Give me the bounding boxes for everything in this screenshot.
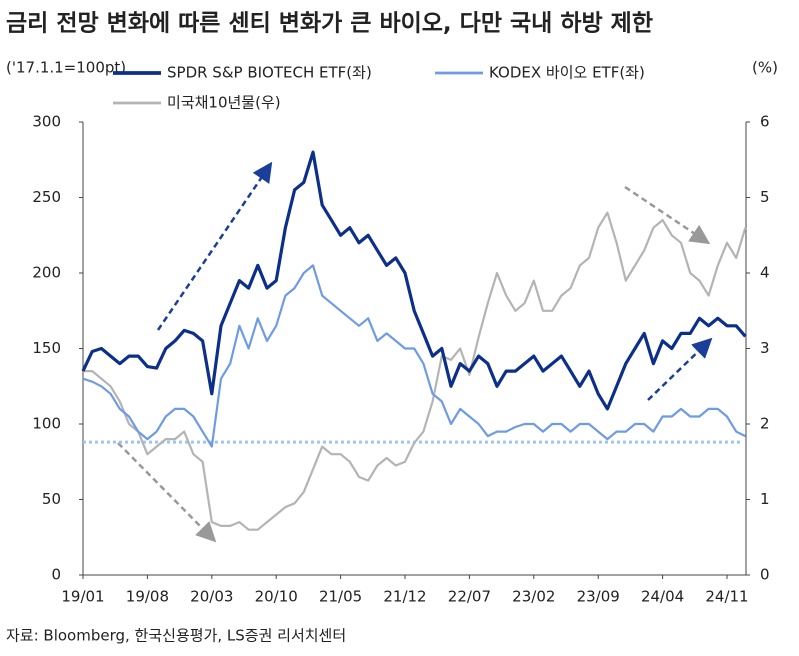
x-tick-label: 20/10: [255, 588, 298, 606]
y-tick-label: 50: [42, 490, 61, 508]
arrow: [624, 185, 711, 245]
x-tick-label: 23/02: [512, 588, 555, 606]
x-tick-label: 19/01: [61, 588, 104, 606]
x-tick-label: 21/12: [383, 588, 426, 606]
y2-tick-label: 6: [760, 113, 770, 131]
x-tick-label: 23/09: [577, 588, 620, 606]
y2-tick-label: 2: [760, 415, 770, 433]
legend-label: SPDR S&P BIOTECH ETF(좌): [167, 64, 372, 82]
y2-tick-label: 3: [760, 339, 770, 357]
x-tick-label: 21/05: [319, 588, 362, 606]
y-tick-label: 250: [32, 188, 61, 206]
source: 자료: Bloomberg, 한국신용평가, LS증권 리서치센터: [6, 627, 346, 645]
arrow: [156, 161, 273, 331]
y-tick-label: 150: [32, 339, 61, 357]
x-tick-label: 24/11: [705, 588, 748, 606]
x-tick-label: 24/04: [641, 588, 684, 606]
arrow: [647, 337, 713, 401]
x-tick-label: 22/07: [448, 588, 491, 606]
legend-label: KODEX 바이오 ETF(좌): [489, 64, 645, 82]
x-tick-label: 20/03: [190, 588, 233, 606]
arrow: [117, 442, 217, 543]
x-tick-label: 19/08: [126, 588, 169, 606]
y2-axis-label: (%): [752, 59, 778, 77]
series-line: [83, 211, 747, 531]
annotation-arrows: [117, 161, 713, 543]
y2-tick-label: 4: [760, 264, 770, 282]
y-tick-label: 100: [32, 415, 61, 433]
y-tick-label: 300: [32, 113, 61, 131]
series-line: [81, 150, 747, 411]
y-tick-label: 0: [51, 566, 61, 584]
legend-label: 미국채10년물(우): [167, 94, 281, 112]
y2-tick-label: 0: [760, 566, 770, 584]
y2-tick-label: 1: [760, 490, 770, 508]
y-axis-label: ('17.1.1=100pt): [6, 59, 126, 77]
y2-tick-label: 5: [760, 188, 770, 206]
chart-title: 금리 전망 변화에 따른 센티 변화가 큰 바이오, 다만 국내 하방 제한: [6, 11, 653, 37]
series-line: [82, 264, 746, 448]
y-tick-label: 200: [32, 264, 61, 282]
